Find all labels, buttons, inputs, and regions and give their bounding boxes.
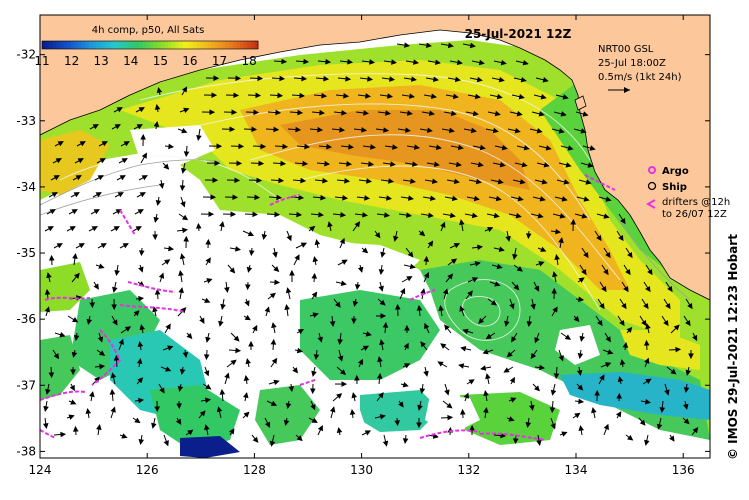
- y-tick-label: -36: [16, 312, 36, 326]
- colorbar-cell: [182, 41, 186, 49]
- colorbar-cell: [136, 41, 140, 49]
- colorbar-cell: [154, 41, 158, 49]
- colorbar-cell: [103, 41, 107, 49]
- colorbar-cell: [56, 41, 60, 49]
- colorbar-tick-label: 18: [241, 54, 256, 68]
- colorbar-tick-label: 11: [34, 54, 49, 68]
- colorbar-cell: [175, 41, 179, 49]
- colorbar-cell: [179, 41, 183, 49]
- colorbar-cell: [114, 41, 118, 49]
- colorbar-cell: [240, 41, 244, 49]
- colorbar-cell: [244, 41, 248, 49]
- colorbar-cell: [150, 41, 154, 49]
- colorbar-cell: [96, 41, 100, 49]
- colorbar-strip: [42, 41, 259, 49]
- colorbar-cell: [146, 41, 150, 49]
- colorbar-cell: [74, 41, 78, 49]
- colorbar-cell: [161, 41, 165, 49]
- legend-ship-label: Ship: [662, 182, 687, 193]
- colorbar-cell: [46, 41, 50, 49]
- colorbar-tick-label: 13: [94, 54, 109, 68]
- colorbar-cell: [197, 41, 201, 49]
- colorbar-cell: [218, 41, 222, 49]
- y-tick-label: -35: [16, 246, 36, 260]
- colorbar-cell: [204, 41, 208, 49]
- colorbar-cell: [251, 41, 255, 49]
- colorbar-cell: [168, 41, 172, 49]
- x-tick-label: 124: [29, 463, 52, 477]
- colorbar-cell: [110, 41, 114, 49]
- colorbar-cell: [82, 41, 86, 49]
- colorbar-cell: [128, 41, 132, 49]
- colorbar-cell: [200, 41, 204, 49]
- legend-drifter-label-2: to 26/07 12Z: [662, 209, 727, 220]
- x-tick-label: 134: [565, 463, 588, 477]
- x-tick-label: 128: [243, 463, 266, 477]
- colorbar-cell: [118, 41, 122, 49]
- y-tick-label: -32: [16, 48, 36, 62]
- colorbar-cell: [211, 41, 215, 49]
- colorbar-tick-label: 16: [182, 54, 197, 68]
- colorbar-title: 4h comp, p50, All Sats: [92, 25, 205, 36]
- velocity-source: NRT00 GSL: [598, 44, 654, 55]
- colorbar-cell: [190, 41, 194, 49]
- colorbar-cell: [53, 41, 57, 49]
- colorbar-cell: [64, 41, 68, 49]
- x-tick-label: 132: [457, 463, 480, 477]
- colorbar-cell: [222, 41, 226, 49]
- colorbar-cell: [236, 41, 240, 49]
- colorbar-cell: [139, 41, 143, 49]
- colorbar-cell: [186, 41, 190, 49]
- colorbar-cell: [172, 41, 176, 49]
- colorbar-cell: [247, 41, 251, 49]
- y-tick-label: -37: [16, 378, 36, 392]
- legend-drifter-label-1: drifters @12h: [662, 197, 730, 208]
- colorbar-cell: [157, 41, 161, 49]
- colorbar-cell: [85, 41, 89, 49]
- x-tick-label: 130: [350, 463, 373, 477]
- colorbar-tick-label: 17: [212, 54, 227, 68]
- colorbar-tick-label: 14: [123, 54, 138, 68]
- colorbar-tick-label: 12: [64, 54, 79, 68]
- colorbar-cell: [229, 41, 233, 49]
- colorbar-cell: [100, 41, 104, 49]
- velocity-scale: 0.5m/s (1kt 24h): [598, 72, 682, 83]
- colorbar-cell: [89, 41, 93, 49]
- colorbar-cell: [164, 41, 168, 49]
- colorbar-cell: [60, 41, 64, 49]
- y-tick-label: -33: [16, 114, 36, 128]
- colorbar-cell: [215, 41, 219, 49]
- colorbar-cell: [121, 41, 125, 49]
- colorbar-cell: [49, 41, 53, 49]
- colorbar-cell: [193, 41, 197, 49]
- colorbar-cell: [42, 41, 46, 49]
- colorbar-cell: [125, 41, 129, 49]
- colorbar-cell: [226, 41, 230, 49]
- y-tick-label: -38: [16, 444, 36, 458]
- colorbar-cell: [233, 41, 237, 49]
- colorbar-cell: [67, 41, 71, 49]
- colorbar-cell: [132, 41, 136, 49]
- y-tick-label: -34: [16, 180, 36, 194]
- colorbar-cell: [107, 41, 111, 49]
- colorbar-cell: [208, 41, 212, 49]
- velocity-time: 25-Jul 18:00Z: [598, 58, 666, 69]
- colorbar-tick-label: 15: [153, 54, 168, 68]
- colorbar-cell: [143, 41, 147, 49]
- x-tick-label: 126: [136, 463, 159, 477]
- x-tick-label: 136: [672, 463, 695, 477]
- credit-text: © IMOS 29-Jul-2021 12:23 Hobart: [726, 234, 740, 460]
- colorbar-cell: [92, 41, 96, 49]
- colorbar-cell: [71, 41, 75, 49]
- legend-argo-label: Argo: [662, 166, 689, 177]
- colorbar-cell: [78, 41, 82, 49]
- map-title: 25-Jul-2021 12Z: [465, 27, 572, 41]
